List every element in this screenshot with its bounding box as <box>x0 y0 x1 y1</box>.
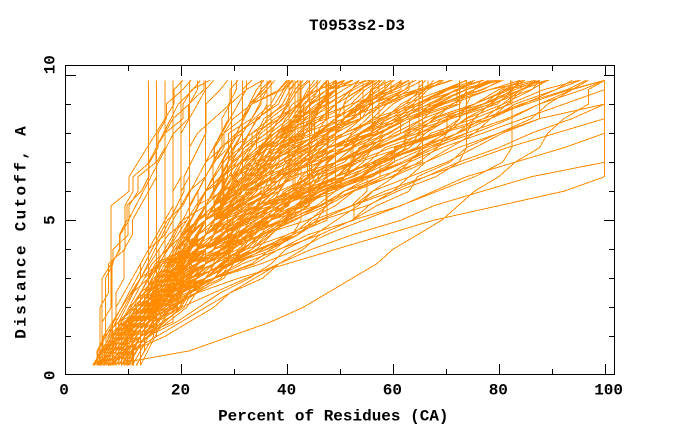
svg-text:100: 100 <box>594 382 623 400</box>
svg-text:Distance Cutoff, A: Distance Cutoff, A <box>12 124 30 339</box>
svg-text:5: 5 <box>42 215 60 225</box>
svg-text:80: 80 <box>489 382 508 400</box>
svg-text:0: 0 <box>42 370 60 380</box>
svg-text:0: 0 <box>59 382 69 400</box>
svg-text:40: 40 <box>277 382 296 400</box>
svg-text:Percent of Residues (CA): Percent of Residues (CA) <box>218 408 448 426</box>
svg-text:60: 60 <box>383 382 402 400</box>
svg-text:20: 20 <box>171 382 190 400</box>
svg-text:10: 10 <box>42 55 60 74</box>
svg-text:T0953s2-D3: T0953s2-D3 <box>309 17 405 35</box>
